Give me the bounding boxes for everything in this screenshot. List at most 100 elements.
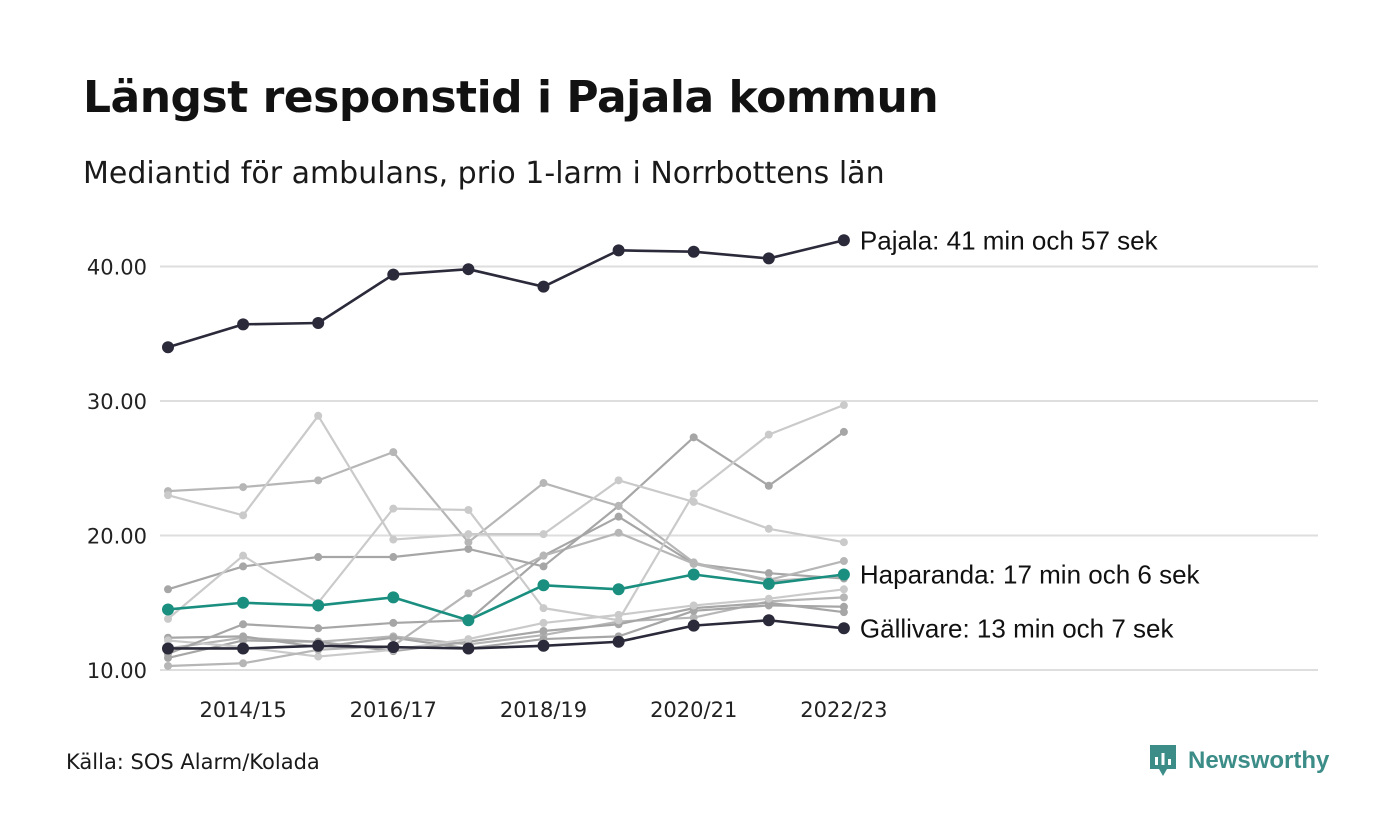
data-point	[614, 512, 623, 521]
data-point	[539, 551, 548, 560]
data-point	[537, 579, 550, 592]
line-chart: 10.00 20.00 30.00 40.00 2014/15 2016/17 2018/…	[87, 225, 1318, 722]
data-point	[687, 568, 700, 581]
data-point	[239, 551, 248, 560]
series-line	[168, 618, 845, 650]
data-point	[389, 633, 398, 642]
data-point	[839, 557, 848, 566]
data-point	[164, 585, 172, 594]
data-point	[614, 528, 623, 537]
series-11	[162, 614, 850, 655]
data-point	[539, 479, 548, 488]
data-point	[612, 244, 625, 257]
data-point	[389, 618, 398, 627]
data-point	[164, 491, 172, 500]
data-point	[237, 596, 250, 609]
data-point	[314, 411, 323, 420]
data-point	[389, 535, 398, 544]
data-point	[689, 558, 698, 567]
y-tick-label: 30.00	[87, 390, 147, 414]
data-point	[239, 620, 248, 629]
series-line	[167, 239, 845, 349]
data-point	[462, 642, 475, 655]
data-point	[389, 504, 398, 513]
data-point	[764, 594, 773, 603]
data-point	[764, 524, 773, 533]
data-point	[839, 585, 848, 594]
series-line	[167, 451, 844, 583]
data-point	[837, 622, 850, 635]
brand-logo[interactable]: Newsworthy	[1148, 743, 1329, 779]
series	[162, 234, 850, 670]
data-point	[162, 341, 174, 354]
y-tick-label: 20.00	[87, 525, 147, 549]
newsworthy-logo-icon	[1150, 745, 1176, 776]
data-point	[464, 589, 473, 598]
data-point	[239, 659, 248, 668]
series-1	[164, 601, 848, 653]
y-tick-label: 40.00	[87, 256, 147, 280]
data-point	[837, 568, 850, 581]
series-line	[167, 596, 844, 650]
data-point	[612, 635, 625, 648]
data-point	[539, 562, 548, 571]
data-point	[539, 626, 548, 635]
data-point	[462, 263, 475, 276]
data-point	[312, 316, 325, 329]
data-point	[314, 652, 323, 661]
series-line	[167, 601, 845, 659]
data-point	[237, 642, 250, 655]
data-point	[539, 604, 548, 613]
gridlines	[160, 265, 1318, 671]
data-point	[764, 430, 773, 439]
data-point	[537, 639, 550, 652]
data-point	[164, 636, 172, 645]
series-7	[164, 448, 848, 586]
data-point	[164, 614, 172, 623]
data-point	[839, 593, 848, 602]
data-point	[389, 448, 398, 457]
series-line	[167, 515, 844, 655]
data-point	[239, 511, 248, 520]
x-axis: 2014/15 2016/17 2018/19 2020/21 2022/23	[199, 698, 887, 722]
data-point	[464, 538, 473, 547]
data-point	[837, 234, 850, 247]
data-point	[162, 603, 174, 616]
series-line	[167, 588, 845, 658]
data-point	[314, 624, 323, 633]
series-line	[167, 404, 845, 622]
data-point	[389, 553, 398, 562]
data-point	[314, 476, 323, 485]
data-point	[314, 553, 323, 562]
data-point	[689, 601, 698, 610]
data-point	[689, 433, 698, 442]
data-point	[687, 245, 700, 258]
data-point	[387, 268, 400, 281]
series-end-label: Haparanda: 17 min och 6 sek	[860, 560, 1201, 590]
data-point	[839, 427, 848, 436]
source-note: Källa: SOS Alarm/Kolada	[66, 750, 320, 774]
data-point	[162, 642, 174, 655]
data-point	[237, 318, 250, 331]
data-point	[462, 614, 475, 627]
x-tick-label: 2020/21	[650, 698, 737, 722]
data-point	[612, 583, 625, 596]
y-tick-label: 10.00	[87, 659, 147, 683]
data-point	[839, 401, 848, 410]
y-axis: 10.00 20.00 30.00 40.00	[87, 256, 147, 684]
data-point	[239, 562, 248, 571]
data-point	[764, 569, 773, 578]
series-line	[167, 414, 845, 544]
data-point	[539, 618, 548, 627]
data-point	[689, 613, 698, 622]
data-point	[239, 636, 248, 645]
data-point	[614, 501, 623, 510]
data-point	[312, 599, 325, 612]
x-tick-label: 2018/19	[500, 698, 587, 722]
series-8	[164, 411, 848, 547]
data-point	[387, 641, 400, 654]
series-labels: Haparanda: 17 min och 6 sek Gällivare: 13…	[860, 225, 1201, 643]
series-10	[162, 568, 850, 627]
chart-title: Längst responstid i Pajala kommun	[83, 72, 939, 123]
data-point	[464, 544, 473, 553]
